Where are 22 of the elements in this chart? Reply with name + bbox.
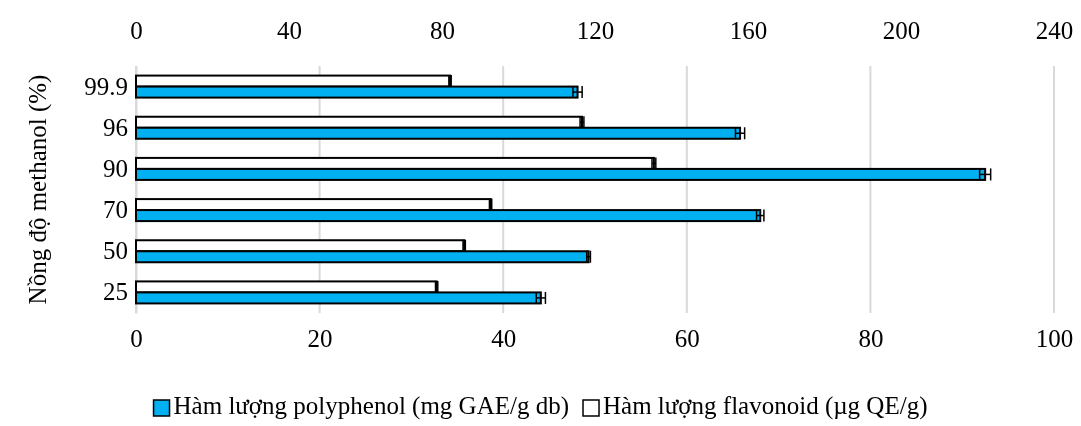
x2-tick-label: 240 (1035, 17, 1074, 44)
x-tick-label: 20 (307, 324, 333, 352)
x2-tick-label: 120 (576, 17, 615, 44)
legend-label: Hàm lượng polyphenol (mg GAE/g db) (173, 392, 570, 420)
x-tick-label: 80 (858, 324, 884, 352)
x-tick-label: 60 (674, 324, 700, 352)
legend-label: Hàm lượng flavonoid (µg QE/g) (603, 392, 928, 420)
y-tick-label: 99.9 (84, 72, 128, 100)
x2-tick-label: 80 (430, 17, 455, 44)
x2-tick-label: 200 (882, 17, 921, 44)
y-axis-title: Nồng độ methanol (%) (24, 74, 52, 305)
y-tick-label: 70 (103, 196, 128, 224)
x-tick-label: 40 (491, 324, 517, 352)
y-tick-label: 50 (103, 237, 128, 265)
x2-tick-label: 0 (130, 17, 143, 44)
y-tick-label: 25 (103, 278, 128, 306)
y-tick-label: 90 (103, 154, 128, 182)
y-tick-label: 96 (103, 113, 128, 141)
x2-tick-label: 40 (277, 17, 302, 44)
x-tick-label: 0 (130, 324, 143, 352)
x2-tick-label: 160 (729, 17, 768, 44)
x-tick-label: 100 (1035, 324, 1074, 352)
